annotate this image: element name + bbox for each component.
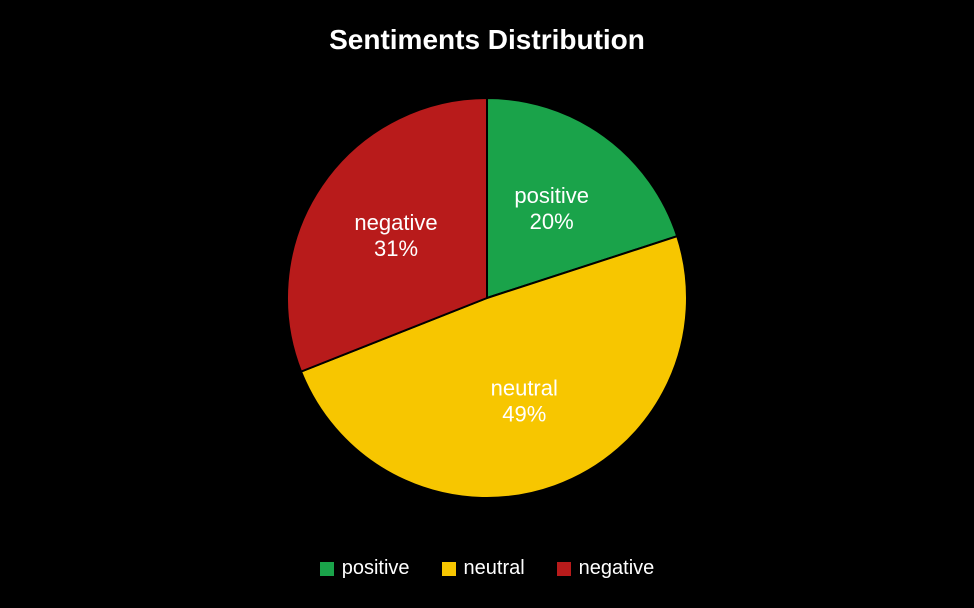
- slice-label-neutral: neutral: [491, 375, 558, 400]
- chart-frame: Sentiments Distribution positive20%neutr…: [0, 0, 974, 608]
- pie-chart-wrap: positive20% neutral49% negative31%: [8, 78, 966, 518]
- legend-label-neutral: neutral: [464, 557, 525, 580]
- legend-swatch-neutral: [442, 562, 456, 576]
- pie-chart: positive20% neutral49% negative31%: [237, 78, 737, 518]
- legend-label-positive: positive: [342, 557, 410, 580]
- legend-item-negative: negative: [557, 557, 655, 580]
- slice-label-negative: negative: [354, 210, 437, 235]
- legend-label-negative: negative: [579, 557, 655, 580]
- slice-percent-negative: 31%: [374, 236, 418, 261]
- legend-item-positive: positive: [320, 557, 410, 580]
- legend-swatch-negative: [557, 562, 571, 576]
- chart-title: Sentiments Distribution: [8, 24, 966, 56]
- legend-item-neutral: neutral: [442, 557, 525, 580]
- slice-label-positive: positive: [514, 183, 589, 208]
- chart-background: Sentiments Distribution positive20%neutr…: [8, 8, 966, 600]
- slice-percent-neutral: 49%: [502, 401, 546, 426]
- slice-percent-positive: 20%: [530, 209, 574, 234]
- legend: positive neutral negative: [8, 557, 966, 580]
- legend-swatch-positive: [320, 562, 334, 576]
